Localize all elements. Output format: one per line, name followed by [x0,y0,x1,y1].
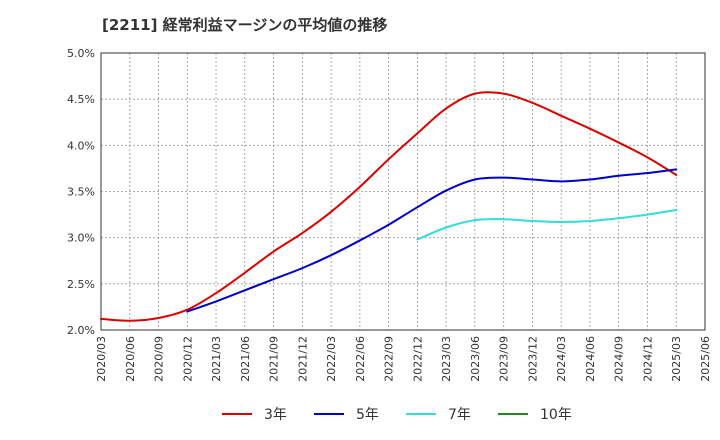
y-tick-label: 4.5% [67,93,95,106]
x-tick-label: 2023/06 [469,336,482,382]
y-tick-label: 3.0% [67,232,95,245]
legend-label-3: 10年 [540,407,572,423]
plot-frame [100,52,706,331]
legend-label-2: 7年 [448,407,471,423]
chart-title: [2211] 経常利益マージンの平均値の推移 [102,16,388,34]
grid-lines [101,53,705,330]
x-tick-label: 2025/03 [670,336,683,382]
x-tick-label: 2020/12 [181,336,194,382]
x-tick-label: 2023/12 [526,336,539,382]
x-tick-label: 2024/03 [555,336,568,382]
x-tick-label: 2021/09 [268,336,281,382]
x-tick-label: 2021/06 [239,336,252,382]
legend-label-1: 5年 [356,407,379,423]
x-tick-label: 2024/09 [613,336,626,382]
y-tick-label: 2.5% [67,278,95,291]
legend: 3年 5年 7年 10年 [222,407,572,423]
x-tick-label: 2021/12 [296,336,309,382]
series-line-1 [186,168,678,313]
y-axis-ticks: 2.0% 2.5% 3.0% 3.5% 4.0% 4.5% 5.0% [67,47,95,337]
x-axis-ticks: 2020/03 2020/06 2020/09 2020/12 2021/03 2021/… [95,336,712,382]
legend-label-0: 3年 [264,407,287,423]
series-lines [100,91,678,322]
x-tick-label: 2024/06 [584,336,597,382]
x-tick-label: 2025/06 [699,336,712,382]
y-tick-label: 4.0% [67,139,95,152]
x-tick-label: 2020/06 [124,336,137,382]
x-tick-label: 2023/09 [498,336,511,382]
x-tick-label: 2022/12 [411,336,424,382]
x-tick-label: 2020/09 [153,336,166,382]
x-tick-label: 2024/12 [641,336,654,382]
x-tick-label: 2022/09 [383,336,396,382]
x-tick-label: 2022/03 [325,336,338,382]
x-tick-label: 2021/03 [210,336,223,382]
x-tick-label: 2023/03 [440,336,453,382]
x-tick-label: 2020/03 [95,336,108,382]
series-line-2 [416,208,678,241]
x-tick-label: 2022/06 [354,336,367,382]
y-tick-label: 3.5% [67,186,95,199]
y-tick-label: 2.0% [67,324,95,337]
series-line-0 [100,91,678,322]
y-tick-label: 5.0% [67,47,95,60]
